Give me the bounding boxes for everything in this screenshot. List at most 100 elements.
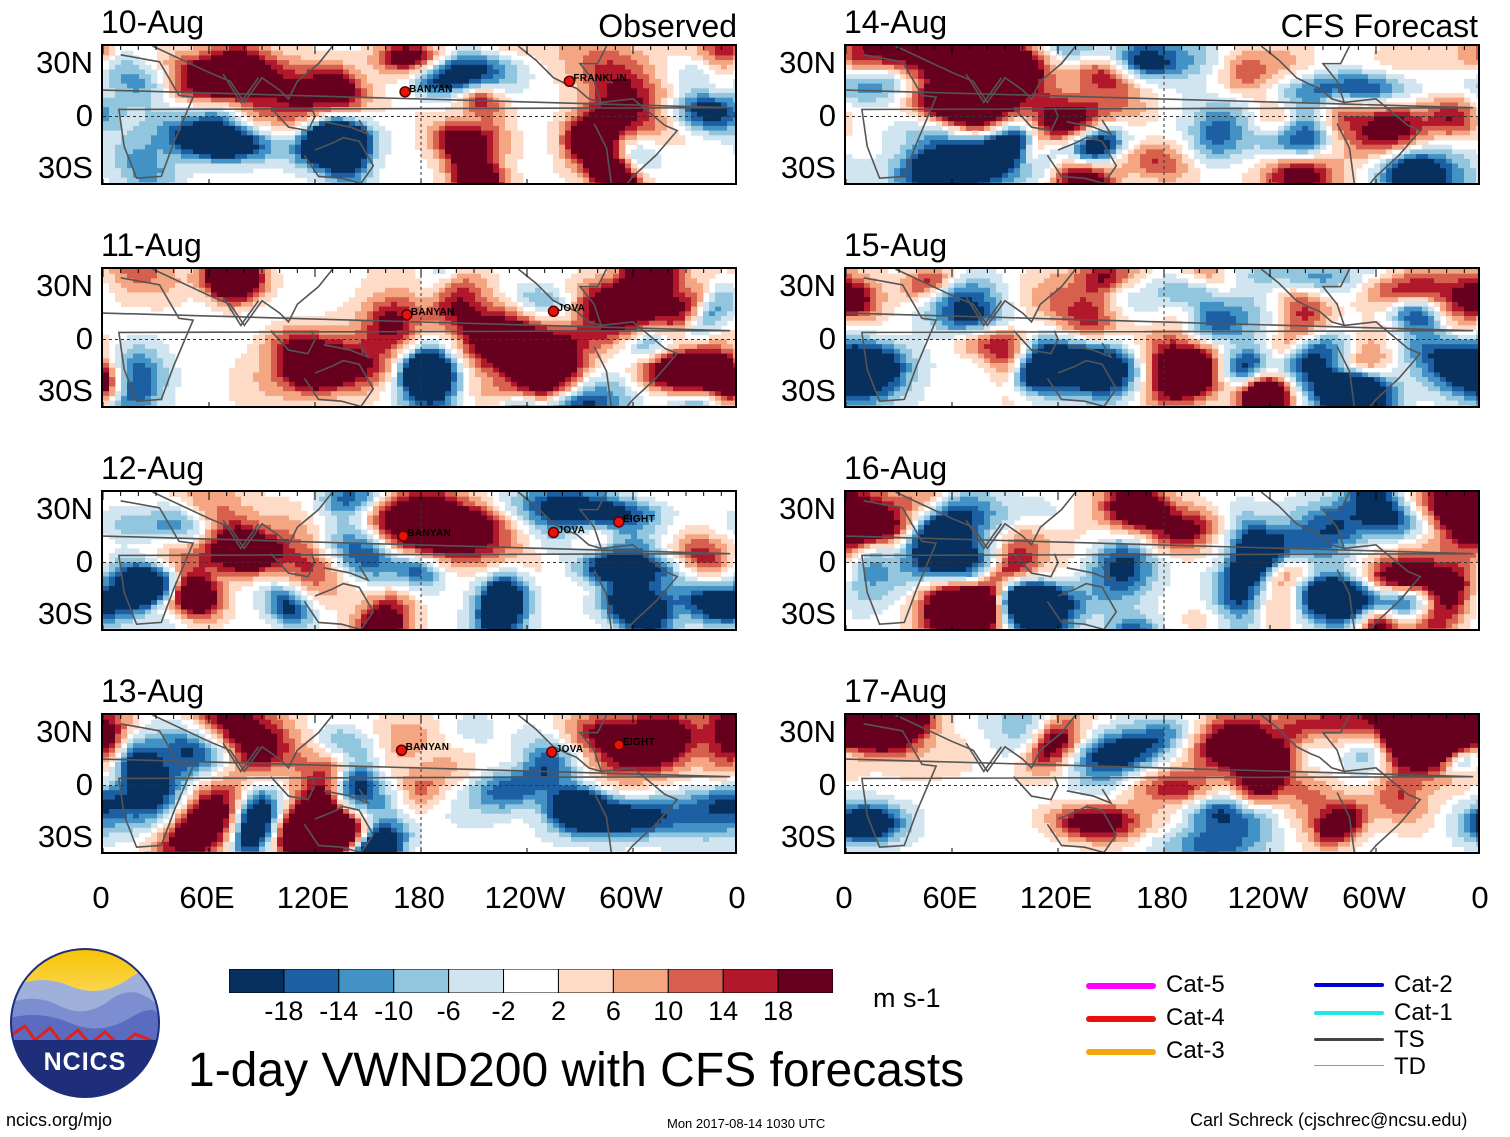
- wind-cell: [103, 395, 110, 401]
- wind-cell: [727, 363, 734, 369]
- wind-cell: [133, 358, 140, 364]
- wind-cell: [163, 344, 170, 350]
- wind-cell: [331, 177, 338, 183]
- wind-cell: [487, 140, 494, 146]
- wind-cell: [589, 377, 596, 383]
- wind-cell: [379, 88, 386, 94]
- wind-cell: [151, 83, 158, 89]
- wind-cell: [103, 372, 110, 378]
- wind-cell: [499, 121, 506, 127]
- wind-cell: [319, 363, 326, 369]
- wind-cell: [517, 348, 524, 354]
- wind-cell: [571, 50, 578, 56]
- wind-cell: [145, 334, 152, 340]
- wind-cell: [655, 88, 662, 94]
- wind-cell: [361, 144, 368, 150]
- wind-cell: [661, 46, 668, 52]
- wind-cell: [433, 149, 440, 155]
- wind-cell: [589, 301, 596, 307]
- wind-cell: [643, 381, 650, 387]
- footer-left[interactable]: ncics.org/mjo: [6, 1111, 112, 1129]
- wind-cell: [649, 69, 656, 75]
- wind-cell: [181, 182, 188, 183]
- wind-cell: [613, 386, 620, 392]
- wind-cell: [661, 377, 668, 383]
- wind-cell: [553, 339, 560, 345]
- wind-cell: [457, 83, 464, 89]
- wind-cell: [511, 177, 518, 183]
- wind-cell: [493, 168, 500, 174]
- wind-cell: [313, 163, 320, 169]
- wind-cell: [253, 93, 260, 99]
- wind-cell: [187, 292, 194, 298]
- wind-cell: [475, 330, 482, 336]
- wind-cell: [589, 158, 596, 164]
- wind-cell: [463, 93, 470, 99]
- wind-cell: [379, 278, 386, 284]
- wind-cell: [319, 97, 326, 103]
- wind-cell: [493, 149, 500, 155]
- wind-cell: [523, 377, 530, 383]
- wind-cell: [493, 292, 500, 298]
- wind-cell: [247, 297, 254, 303]
- wind-cell: [595, 344, 602, 350]
- wind-cell: [457, 88, 464, 94]
- wind-cell: [481, 144, 488, 150]
- wind-cell: [577, 320, 584, 326]
- wind-cell: [415, 334, 422, 340]
- wind-cell: [349, 140, 356, 146]
- wind-cell: [325, 140, 332, 146]
- wind-cell: [571, 97, 578, 103]
- wind-cell: [727, 69, 734, 75]
- wind-cell: [583, 55, 590, 61]
- wind-cell: [325, 367, 332, 373]
- wind-cell: [631, 182, 638, 183]
- wind-cell: [571, 339, 578, 345]
- wind-cell: [571, 363, 578, 369]
- wind-cell: [673, 311, 680, 317]
- wind-cell: [343, 182, 350, 183]
- wind-cell: [475, 358, 482, 364]
- wind-cell: [715, 46, 722, 52]
- wind-cell: [313, 69, 320, 75]
- wind-cell: [145, 283, 152, 289]
- wind-cell: [433, 320, 440, 326]
- wind-cell: [241, 381, 248, 387]
- wind-cell: [169, 301, 176, 307]
- wind-cell: [361, 372, 368, 378]
- legend-label: Cat-1: [1394, 1001, 1453, 1025]
- wind-cell: [721, 386, 728, 392]
- wind-cell: [307, 395, 314, 401]
- wind-cell: [115, 168, 122, 174]
- wind-cell: [577, 121, 584, 127]
- wind-cell: [631, 168, 638, 174]
- wind-cell: [133, 297, 140, 303]
- wind-cell: [241, 158, 248, 164]
- wind-cell: [475, 168, 482, 174]
- wind-cell: [277, 358, 284, 364]
- wind-cell: [487, 278, 494, 284]
- wind-cell: [469, 381, 476, 387]
- wind-cell: [733, 60, 735, 66]
- wind-cell: [691, 269, 698, 275]
- wind-cell: [709, 55, 716, 61]
- colorbar-tick-label: 18: [748, 998, 808, 1025]
- wind-cell: [283, 69, 290, 75]
- wind-cell: [259, 278, 266, 284]
- wind-cell: [505, 78, 512, 84]
- wind-cell: [319, 353, 326, 359]
- wind-cell: [655, 391, 662, 397]
- wind-cell: [601, 102, 608, 108]
- wind-cell: [103, 391, 110, 397]
- wind-cell: [181, 297, 188, 303]
- wind-cell: [349, 306, 356, 312]
- wind-cell: [409, 83, 416, 89]
- wind-cell: [331, 64, 338, 70]
- wind-cell: [271, 334, 278, 340]
- wind-cell: [109, 121, 116, 127]
- wind-cell: [571, 358, 578, 364]
- wind-cell: [247, 64, 254, 70]
- wind-cell: [565, 158, 572, 164]
- wind-cell: [205, 83, 212, 89]
- wind-cell: [601, 168, 608, 174]
